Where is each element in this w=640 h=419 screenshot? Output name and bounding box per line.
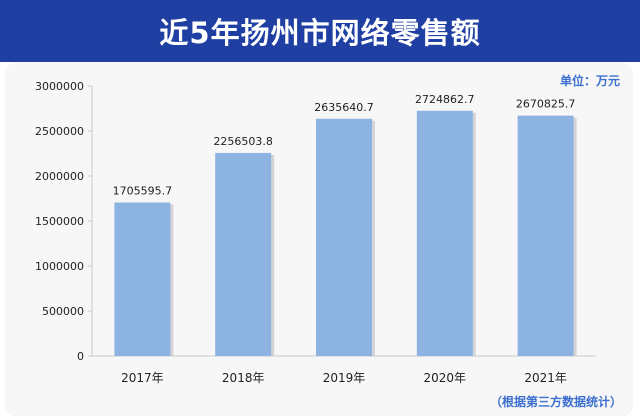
unit-label: 单位：万元	[559, 74, 620, 88]
data-label: 2256503.8	[213, 135, 273, 148]
bar	[114, 202, 171, 356]
x-tick-label: 2020年	[424, 371, 467, 385]
data-label: 2724862.7	[415, 93, 475, 106]
y-tick-label: 2000000	[35, 170, 84, 183]
data-label: 1705595.7	[113, 184, 173, 197]
bar	[517, 115, 574, 356]
x-tick-label: 2018年	[222, 371, 265, 385]
title-banner: 近5年扬州市网络零售额	[0, 0, 640, 62]
bar	[416, 110, 473, 356]
y-tick-label: 3000000	[35, 80, 84, 93]
bar	[316, 118, 372, 357]
bar	[215, 152, 272, 356]
x-tick-label: 2019年	[323, 371, 366, 385]
y-tick-label: 1500000	[35, 215, 84, 228]
y-tick-label: 1000000	[35, 260, 84, 273]
y-tick-label: 0	[77, 350, 84, 363]
data-label: 2635640.7	[314, 101, 374, 114]
y-tick-label: 2500000	[35, 125, 84, 138]
y-tick-label: 500000	[42, 305, 84, 318]
x-tick-label: 2021年	[524, 371, 567, 385]
x-tick-label: 2017年	[121, 371, 164, 385]
data-label: 2670825.7	[516, 98, 576, 111]
source-note: （根据第三方数据统计）	[489, 395, 622, 409]
chart-title: 近5年扬州市网络零售额	[159, 16, 481, 50]
